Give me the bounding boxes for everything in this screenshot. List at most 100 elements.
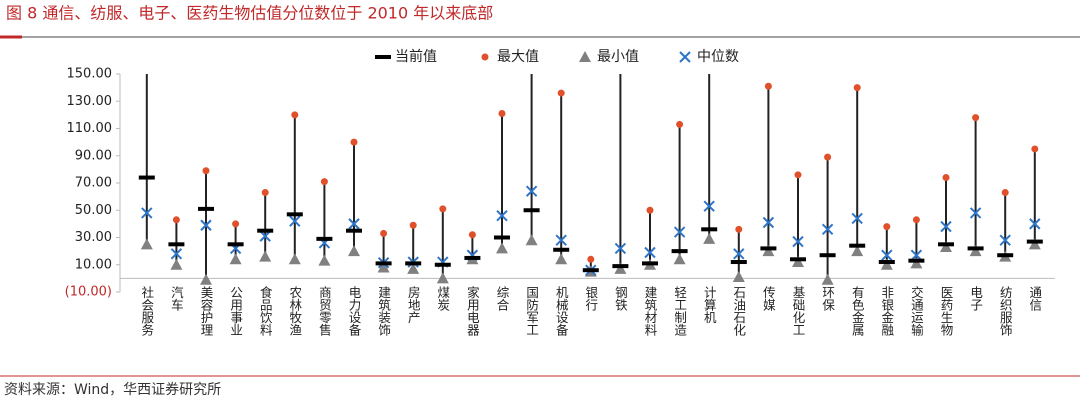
legend-item: 当前值 (375, 48, 437, 65)
x-tick-label: 建筑装饰 (376, 286, 391, 336)
max-mark (380, 229, 388, 237)
min-mark (762, 245, 775, 257)
median-stroke (1029, 218, 1041, 230)
median-stroke (348, 218, 360, 230)
median-stroke (259, 230, 271, 242)
current-mark (878, 260, 895, 265)
current-mark (582, 268, 599, 273)
max-mark (764, 82, 772, 90)
max-mark (172, 216, 180, 224)
median-mark (614, 242, 627, 255)
legend-symbol (481, 53, 489, 61)
x-tick-label: 国防军工 (524, 286, 539, 336)
legend-item: 最大值 (481, 49, 539, 65)
min-mark (821, 273, 834, 285)
median-mark (170, 248, 183, 260)
current-mark (375, 261, 392, 266)
median-stroke (851, 212, 863, 225)
max-mark (557, 89, 565, 97)
median-mark (1029, 218, 1041, 230)
median-mark (525, 185, 538, 197)
max-mark (202, 167, 210, 175)
current-mark (464, 255, 481, 260)
min-mark (200, 273, 212, 285)
median-stroke (821, 223, 834, 236)
min-mark (407, 262, 420, 274)
max-mark (1001, 189, 1009, 197)
max-mark (261, 189, 269, 197)
current-mark (286, 212, 303, 217)
x-tick-label: 煤炭 (435, 286, 450, 312)
median-mark (792, 235, 804, 248)
y-tick-label: 50.00 (75, 203, 112, 218)
current-mark (434, 262, 451, 267)
current-mark (612, 264, 629, 269)
min-mark (732, 271, 745, 283)
current-mark (138, 175, 155, 180)
x-tick-label: 医药生物 (939, 286, 954, 337)
x-tick-label: 石油石化 (731, 286, 746, 337)
x-tick-label: 公用事业 (228, 286, 243, 336)
median-stroke (141, 207, 153, 219)
min-mark (969, 245, 982, 257)
min-mark (555, 253, 568, 265)
y-tick-label: 30.00 (75, 230, 112, 245)
min-mark (673, 253, 686, 265)
y-tick-label: 10.00 (75, 257, 112, 272)
current-mark (730, 260, 747, 265)
y-tick-label: (10.00) (65, 285, 112, 300)
median-stroke (910, 249, 923, 261)
min-mark (288, 253, 301, 265)
median-mark (969, 207, 982, 219)
max-mark (794, 171, 802, 179)
x-tick-label: 房地产 (406, 285, 421, 324)
x-tick-label: 轻工制造 (672, 286, 687, 336)
median-mark (851, 212, 863, 225)
legend-label: 当前值 (395, 48, 437, 65)
current-mark (849, 243, 866, 248)
min-mark (910, 257, 923, 269)
x-tick-label: 综合 (495, 286, 510, 311)
source-note: 资料来源：Wind，华西证券研究所 (4, 382, 221, 398)
max-mark (646, 206, 654, 214)
min-mark (318, 254, 331, 266)
min-mark (792, 256, 804, 268)
median-mark (733, 248, 745, 260)
median-stroke (525, 185, 538, 197)
current-mark (701, 227, 718, 232)
median-mark (141, 207, 153, 219)
min-mark (851, 245, 864, 257)
min-mark (1028, 238, 1041, 250)
median-stroke (733, 248, 745, 260)
current-mark (819, 253, 836, 258)
max-mark (587, 255, 595, 263)
median-stroke (762, 216, 775, 229)
y-tick-label: 130.00 (67, 94, 113, 109)
x-tick-label: 传媒 (761, 285, 776, 311)
min-mark (436, 272, 449, 284)
max-mark (942, 174, 950, 182)
x-tick-label: 家用电器 (465, 285, 480, 337)
median-mark (644, 246, 656, 259)
max-mark (439, 205, 447, 213)
max-mark (676, 120, 684, 128)
legend-item: 中位数 (679, 49, 739, 65)
current-mark (494, 235, 510, 240)
current-mark (967, 246, 984, 251)
min-mark (614, 262, 627, 274)
min-mark (140, 238, 153, 250)
current-mark (997, 253, 1014, 258)
max-mark (1031, 145, 1039, 153)
median-stroke (289, 215, 301, 227)
legend-symbol (579, 51, 591, 62)
legend-item: 最小值 (579, 49, 639, 65)
median-stroke (969, 207, 982, 219)
median-stroke (555, 234, 567, 246)
x-tick-label: 农林牧渔 (287, 286, 302, 336)
median-mark (673, 226, 686, 238)
x-tick-label: 基础化工 (791, 286, 806, 336)
median-stroke (792, 235, 804, 248)
min-mark (703, 232, 716, 244)
median-stroke (496, 209, 508, 222)
min-mark (880, 258, 893, 270)
